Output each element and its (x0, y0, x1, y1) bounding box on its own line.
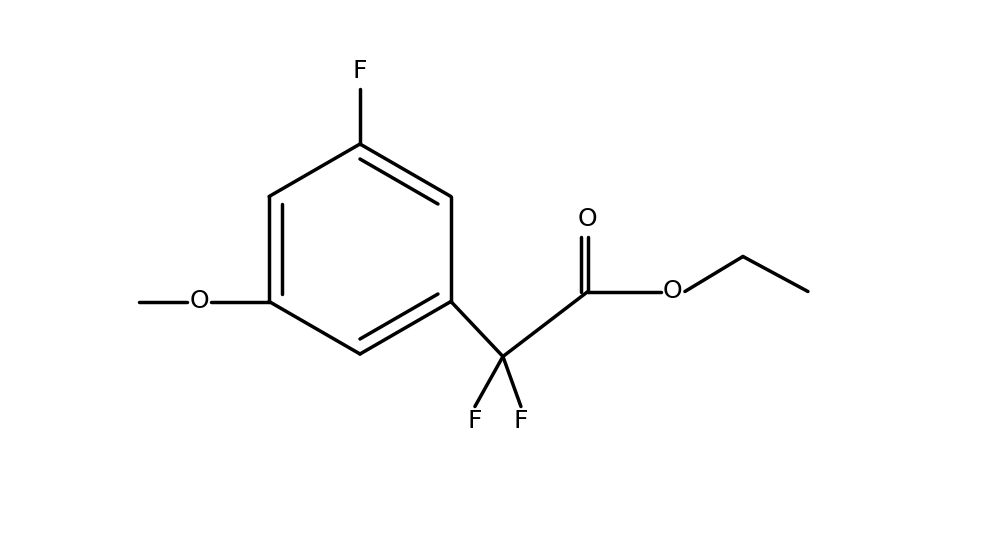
Text: O: O (578, 207, 598, 231)
Text: F: F (513, 410, 528, 434)
Text: O: O (663, 279, 683, 303)
Text: O: O (190, 289, 209, 313)
Text: F: F (353, 59, 367, 83)
Text: F: F (468, 410, 483, 434)
